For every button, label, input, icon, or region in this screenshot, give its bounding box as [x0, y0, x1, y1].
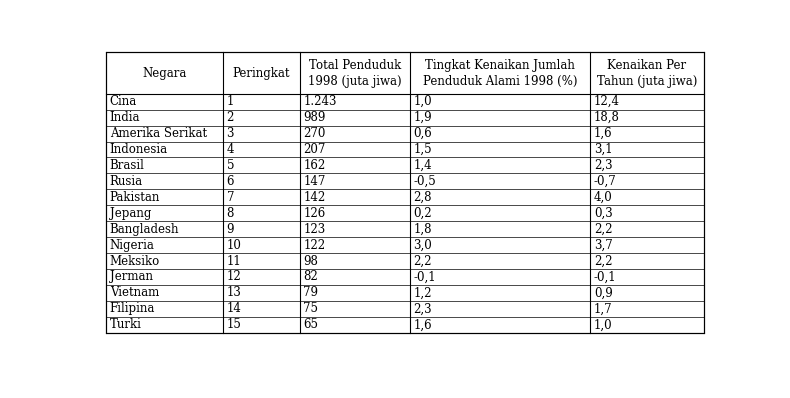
Text: -0,7: -0,7	[594, 175, 616, 188]
Text: 1,2: 1,2	[413, 287, 432, 299]
Text: Jerman: Jerman	[110, 271, 152, 283]
Text: 11: 11	[227, 255, 242, 267]
Text: Vietnam: Vietnam	[110, 287, 159, 299]
Text: Tingkat Kenaikan Jumlah
Penduduk Alami 1998 (%): Tingkat Kenaikan Jumlah Penduduk Alami 1…	[423, 59, 577, 88]
Text: 2,8: 2,8	[413, 191, 432, 204]
Text: 75: 75	[303, 302, 318, 315]
Text: Indonesia: Indonesia	[110, 143, 168, 156]
Text: India: India	[110, 111, 141, 124]
Text: 65: 65	[303, 318, 318, 331]
Text: 1,6: 1,6	[594, 127, 612, 140]
Text: 1,0: 1,0	[413, 95, 432, 108]
Text: 9: 9	[227, 223, 234, 236]
Text: 2: 2	[227, 111, 234, 124]
Text: 12,4: 12,4	[594, 95, 620, 108]
Text: 4,0: 4,0	[594, 191, 612, 204]
Text: Turki: Turki	[110, 318, 141, 331]
Text: 1,7: 1,7	[594, 302, 612, 315]
Text: -0,5: -0,5	[413, 175, 436, 188]
Text: 8: 8	[227, 207, 234, 220]
Text: 123: 123	[303, 223, 325, 236]
Text: 270: 270	[303, 127, 325, 140]
Text: 1.243: 1.243	[303, 95, 337, 108]
Text: Bangladesh: Bangladesh	[110, 223, 179, 236]
Text: 3,0: 3,0	[413, 239, 432, 252]
Text: 1,5: 1,5	[413, 143, 432, 156]
Text: 98: 98	[303, 255, 318, 267]
Text: -0,1: -0,1	[413, 271, 436, 283]
Text: Cina: Cina	[110, 95, 137, 108]
Text: 79: 79	[303, 287, 318, 299]
Text: 1,8: 1,8	[413, 223, 432, 236]
Text: 0,9: 0,9	[594, 287, 612, 299]
Text: 13: 13	[227, 287, 242, 299]
Text: 7: 7	[227, 191, 234, 204]
Text: Filipina: Filipina	[110, 302, 155, 315]
Text: 122: 122	[303, 239, 325, 252]
Text: 12: 12	[227, 271, 242, 283]
Text: 1,0: 1,0	[594, 318, 612, 331]
Text: 0,3: 0,3	[594, 207, 612, 220]
Text: 989: 989	[303, 111, 325, 124]
Text: 14: 14	[227, 302, 242, 315]
Text: 1: 1	[227, 95, 234, 108]
Text: 3,7: 3,7	[594, 239, 612, 252]
Text: 2,2: 2,2	[594, 223, 612, 236]
Text: Peringkat: Peringkat	[232, 66, 290, 80]
Text: 15: 15	[227, 318, 242, 331]
Text: 207: 207	[303, 143, 325, 156]
Text: Jepang: Jepang	[110, 207, 151, 220]
Text: 3: 3	[227, 127, 234, 140]
Text: Rusia: Rusia	[110, 175, 143, 188]
Text: Negara: Negara	[142, 66, 186, 80]
Text: 0,2: 0,2	[413, 207, 432, 220]
Text: 2,3: 2,3	[594, 159, 612, 172]
Text: 3,1: 3,1	[594, 143, 612, 156]
Text: 1,6: 1,6	[413, 318, 432, 331]
Text: 126: 126	[303, 207, 325, 220]
Text: 5: 5	[227, 159, 234, 172]
Text: 0,6: 0,6	[413, 127, 432, 140]
Text: 2,2: 2,2	[413, 255, 432, 267]
Text: 162: 162	[303, 159, 325, 172]
Text: Meksiko: Meksiko	[110, 255, 160, 267]
Text: -0,1: -0,1	[594, 271, 616, 283]
Text: Pakistan: Pakistan	[110, 191, 160, 204]
Text: 82: 82	[303, 271, 318, 283]
Text: 4: 4	[227, 143, 234, 156]
Text: Kenaikan Per
Tahun (juta jiwa): Kenaikan Per Tahun (juta jiwa)	[596, 59, 697, 88]
Text: Total Penduduk
1998 (juta jiwa): Total Penduduk 1998 (juta jiwa)	[308, 59, 401, 88]
Text: Nigeria: Nigeria	[110, 239, 155, 252]
Text: 1,4: 1,4	[413, 159, 432, 172]
Text: 10: 10	[227, 239, 242, 252]
Text: Amerika Serikat: Amerika Serikat	[110, 127, 207, 140]
Text: 2,2: 2,2	[594, 255, 612, 267]
Text: 2,3: 2,3	[413, 302, 432, 315]
Text: 147: 147	[303, 175, 325, 188]
Text: Brasil: Brasil	[110, 159, 145, 172]
Text: 1,9: 1,9	[413, 111, 432, 124]
Text: 6: 6	[227, 175, 234, 188]
Text: 18,8: 18,8	[594, 111, 619, 124]
Text: 142: 142	[303, 191, 325, 204]
